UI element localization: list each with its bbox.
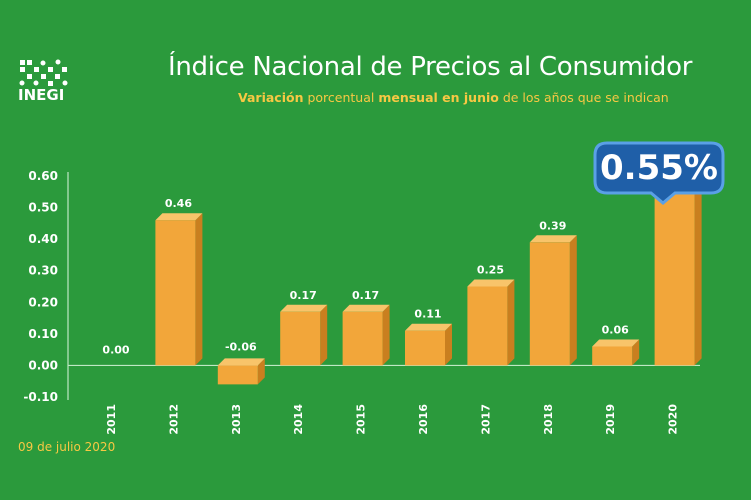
bar [654, 191, 695, 366]
highlight-callout-bubble [593, 141, 725, 205]
x-tick-label: 2017 [479, 404, 492, 435]
x-tick-label: 2012 [167, 404, 180, 435]
x-tick-label: 2016 [417, 404, 430, 435]
bar-side [694, 184, 702, 366]
bar-side [507, 279, 515, 366]
data-label: 0.17 [352, 289, 379, 302]
bar-top [592, 339, 640, 347]
subtitle-part-4: de los años que se indican [498, 90, 669, 105]
bar [155, 220, 196, 366]
data-label: -0.06 [225, 340, 257, 353]
x-tick-label: 2015 [355, 404, 368, 435]
data-label: 0.00 [102, 343, 129, 356]
bar [280, 311, 321, 366]
y-tick-label: 0.00 [28, 358, 58, 372]
bar-side [569, 235, 577, 366]
highlight-value: 0.55% [600, 148, 718, 188]
y-tick-label: 0.10 [28, 327, 58, 341]
data-label: 0.17 [290, 289, 317, 302]
y-tick-label: -0.10 [23, 390, 58, 404]
y-tick-label: 0.50 [28, 201, 58, 215]
bar-top [467, 279, 515, 287]
chart-subtitle: Variación porcentual mensual en junio de… [238, 90, 669, 105]
y-tick-label: 0.30 [28, 264, 58, 278]
subtitle-part-2: porcentual [303, 90, 379, 105]
data-label: 0.46 [165, 197, 192, 210]
data-label: 0.39 [539, 219, 566, 232]
bar [467, 286, 508, 366]
y-tick-label: 0.20 [28, 295, 58, 309]
bar [405, 330, 445, 366]
y-tick-label: 0.60 [28, 169, 58, 183]
x-tick-label: 2013 [230, 404, 243, 435]
x-tick-label: 2018 [542, 404, 555, 435]
logo-text: INEGI [18, 86, 65, 104]
bar-side [445, 323, 452, 366]
y-tick-label: 0.40 [28, 232, 58, 246]
publication-date: 09 de julio 2020 [18, 440, 116, 454]
x-tick-label: 2011 [105, 404, 118, 435]
bar [592, 346, 633, 366]
subtitle-part-1: Variación [238, 90, 304, 105]
bar-top [529, 235, 577, 243]
bar-side [257, 358, 265, 385]
data-label: 0.25 [477, 264, 504, 277]
bar [342, 311, 383, 366]
bar-top [342, 304, 390, 312]
bar-top [217, 358, 265, 366]
bar [217, 365, 258, 385]
bar-side [382, 304, 390, 366]
bar-side [632, 339, 640, 366]
data-label: 0.06 [602, 323, 629, 336]
bar-side [320, 304, 328, 366]
inegi-logo-icon [19, 59, 68, 86]
data-label: 0.11 [414, 308, 441, 321]
bar-top [405, 323, 452, 331]
subtitle-part-3: mensual en junio [378, 90, 499, 105]
x-tick-label: 2020 [667, 404, 680, 435]
bar [529, 242, 570, 366]
x-tick-label: 2019 [604, 404, 617, 435]
chart-title: Índice Nacional de Precios al Consumidor [168, 52, 693, 82]
x-tick-label: 2014 [292, 404, 305, 435]
bar-side [195, 213, 203, 366]
bar-top [280, 304, 328, 312]
bar-top [155, 213, 203, 221]
